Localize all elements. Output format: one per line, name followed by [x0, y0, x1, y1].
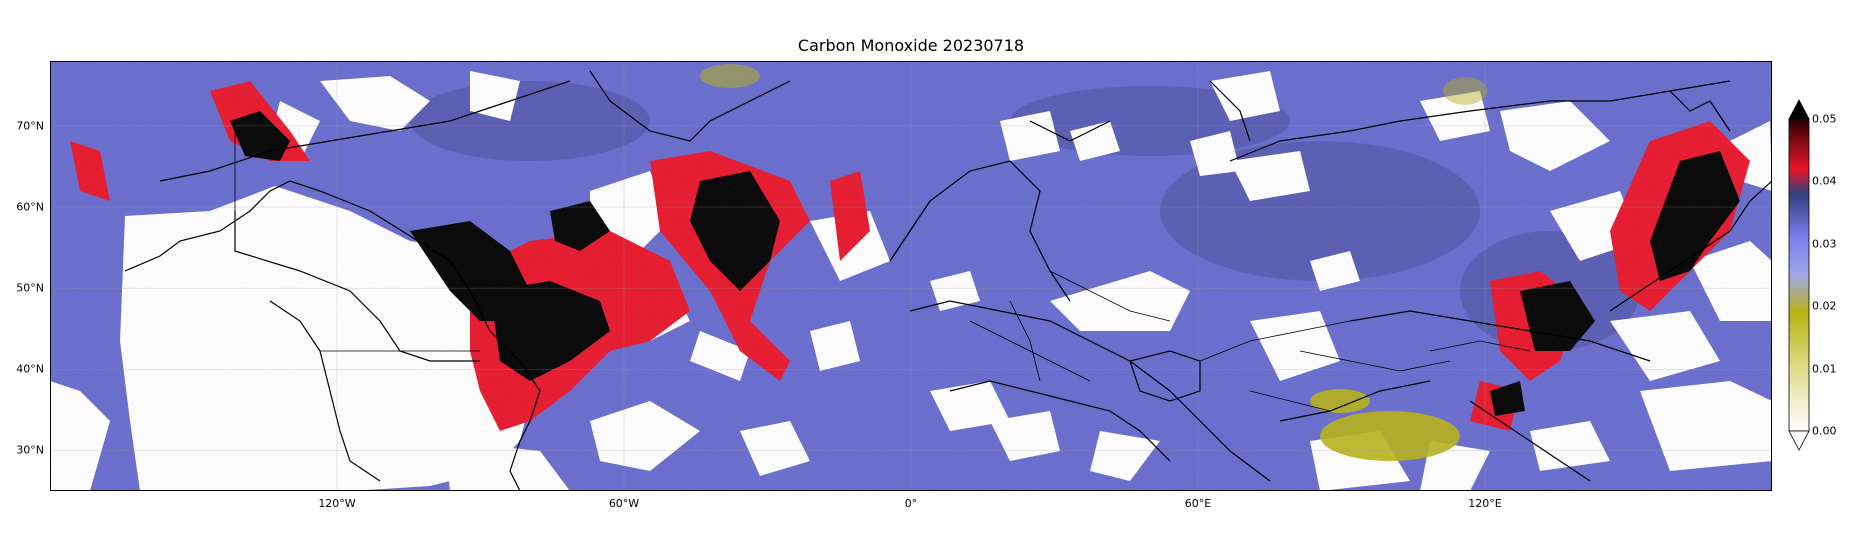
co-map[interactable] — [50, 61, 1772, 491]
colorbar-tick-label: 0.00 — [1812, 424, 1837, 438]
colorbar-tick-label: 0.02 — [1812, 299, 1837, 313]
longitude-tick-label: 0° — [904, 497, 918, 510]
map-title: Carbon Monoxide 20230718 — [797, 36, 1025, 55]
map-frame[interactable] — [50, 61, 1772, 491]
colorbar-tick-label: 0.04 — [1812, 174, 1837, 188]
longitude-tick-label: 120°E — [1468, 497, 1502, 510]
colorbar-tick-label: 0.03 — [1812, 237, 1837, 251]
colorbar-tick-label: 0.05 — [1812, 112, 1837, 126]
colorbar-gradient — [1788, 118, 1810, 432]
colorbar-extend-min — [1788, 430, 1810, 451]
latitude-tick-label: 60°N — [16, 200, 44, 214]
longitude-tick-label: 60°E — [1184, 497, 1212, 510]
colorbar — [1788, 99, 1810, 451]
latitude-tick-label: 40°N — [16, 362, 44, 376]
latitude-tick-label: 30°N — [16, 443, 44, 457]
country-borders — [234, 121, 1531, 412]
coastlines — [124, 70, 1772, 491]
colorbar-extend-max — [1788, 99, 1810, 120]
longitude-tick-label: 120°W — [318, 497, 356, 510]
latitude-tick-label: 70°N — [16, 119, 44, 133]
colorbar-tick-label: 0.01 — [1812, 362, 1837, 376]
latitude-tick-label: 50°N — [16, 281, 44, 295]
longitude-tick-label: 60°W — [608, 497, 640, 510]
gridlines — [50, 61, 1772, 491]
